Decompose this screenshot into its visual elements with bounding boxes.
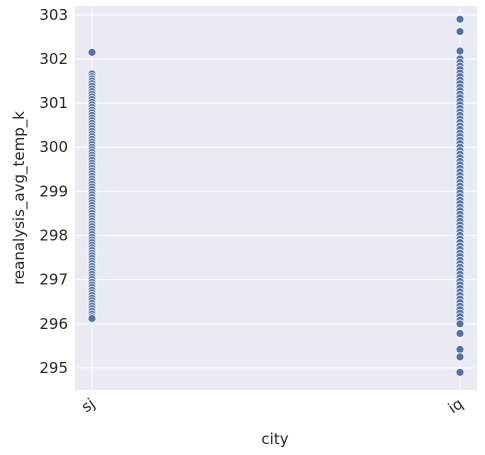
y-axis-label: reanalysis_avg_temp_k: [10, 111, 29, 285]
x-axis-label: city: [261, 430, 288, 448]
y-tick-label: 302: [39, 50, 68, 68]
x-tick-label-iq: iq: [445, 395, 467, 418]
y-tick-label: 300: [39, 138, 68, 156]
data-point-sj: [87, 314, 97, 323]
y-tick-label: 296: [39, 315, 68, 333]
data-point-iq: [455, 27, 465, 37]
data-point-iq: [455, 344, 465, 354]
data-point-iq: [455, 329, 465, 338]
y-tick-label: 301: [39, 94, 68, 112]
x-tick-label-sj: sj: [78, 395, 98, 417]
data-point-sj: [87, 47, 97, 57]
plot-background: [75, 6, 477, 390]
y-tick-label: 303: [39, 6, 68, 24]
y-tick-labels: 295 296 297 298 299 300 301 302 303: [39, 6, 68, 377]
data-point-iq: [455, 46, 465, 56]
y-tick-label: 299: [39, 182, 68, 200]
data-point-iq: [455, 14, 465, 24]
data-points: [87, 14, 465, 377]
y-tick-label: 298: [39, 227, 68, 245]
x-tick-labels: sj iq: [78, 395, 466, 418]
data-point-iq: [455, 319, 465, 329]
y-tick-label: 297: [39, 271, 68, 289]
data-point-iq: [455, 367, 465, 377]
y-tick-label: 295: [39, 359, 68, 377]
data-point-iq: [455, 352, 465, 362]
